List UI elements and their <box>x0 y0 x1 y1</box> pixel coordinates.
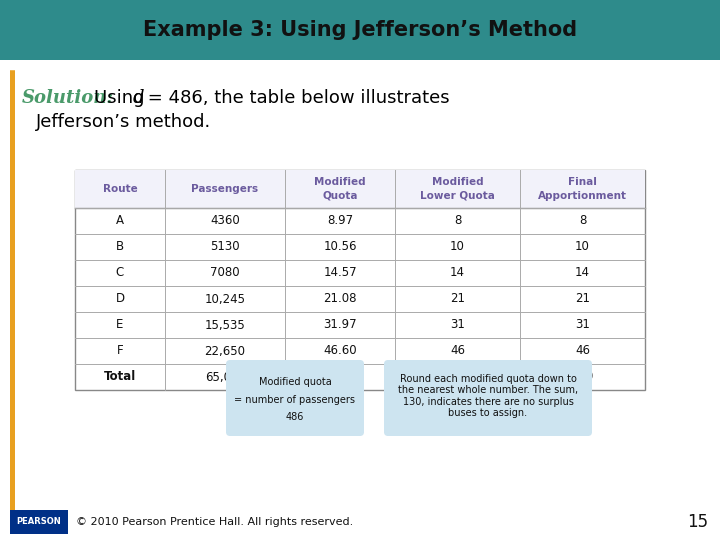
Text: = 486, the table below illustrates: = 486, the table below illustrates <box>142 89 449 107</box>
Text: 8.97: 8.97 <box>327 214 353 227</box>
Text: 10: 10 <box>450 240 465 253</box>
Text: 46: 46 <box>575 345 590 357</box>
FancyBboxPatch shape <box>384 360 592 436</box>
Text: 14.57: 14.57 <box>323 267 357 280</box>
Text: Using: Using <box>94 89 150 107</box>
Text: Jefferson’s method.: Jefferson’s method. <box>36 113 211 131</box>
Text: Passengers: Passengers <box>192 184 258 194</box>
FancyBboxPatch shape <box>10 70 15 510</box>
Text: Modified quota: Modified quota <box>258 377 331 387</box>
Text: 8: 8 <box>454 214 462 227</box>
Text: 130: 130 <box>446 370 469 383</box>
Text: 22,650: 22,650 <box>204 345 246 357</box>
Text: 15,535: 15,535 <box>204 319 246 332</box>
FancyBboxPatch shape <box>10 510 68 534</box>
Text: 486: 486 <box>286 412 304 422</box>
Text: 4360: 4360 <box>210 214 240 227</box>
Text: 31: 31 <box>450 319 465 332</box>
Text: Route: Route <box>103 184 138 194</box>
Text: Modified: Modified <box>432 177 483 187</box>
Text: C: C <box>116 267 124 280</box>
Text: D: D <box>115 293 125 306</box>
Text: 15: 15 <box>687 513 708 531</box>
FancyBboxPatch shape <box>0 0 720 60</box>
Text: d: d <box>133 89 145 107</box>
Text: 8: 8 <box>579 214 586 227</box>
Text: 10: 10 <box>575 240 590 253</box>
Text: = number of passengers: = number of passengers <box>235 395 356 405</box>
Text: 14: 14 <box>575 267 590 280</box>
Text: 65,000: 65,000 <box>204 370 246 383</box>
Text: Apportionment: Apportionment <box>538 191 627 201</box>
Text: Total: Total <box>104 370 136 383</box>
Text: Modified: Modified <box>314 177 366 187</box>
Text: 10.56: 10.56 <box>323 240 356 253</box>
Text: E: E <box>117 319 124 332</box>
Text: 10,245: 10,245 <box>204 293 246 306</box>
Text: 31.97: 31.97 <box>323 319 357 332</box>
Text: Quota: Quota <box>323 191 358 201</box>
Text: 21: 21 <box>450 293 465 306</box>
Text: 46: 46 <box>450 345 465 357</box>
Text: Lower Quota: Lower Quota <box>420 191 495 201</box>
Text: F: F <box>117 345 123 357</box>
Text: 14: 14 <box>450 267 465 280</box>
Text: 46.60: 46.60 <box>323 345 357 357</box>
Text: A: A <box>116 214 124 227</box>
Text: © 2010 Pearson Prentice Hall. All rights reserved.: © 2010 Pearson Prentice Hall. All rights… <box>76 517 354 527</box>
Text: Solution:: Solution: <box>22 89 114 107</box>
Text: Round each modified quota down to
the nearest whole number. The sum,
130, indica: Round each modified quota down to the ne… <box>398 374 578 418</box>
Text: 7080: 7080 <box>210 267 240 280</box>
Text: 5130: 5130 <box>210 240 240 253</box>
Text: Example 3: Using Jefferson’s Method: Example 3: Using Jefferson’s Method <box>143 20 577 40</box>
Text: 21: 21 <box>575 293 590 306</box>
Text: B: B <box>116 240 124 253</box>
Bar <box>75 170 645 390</box>
Text: 31: 31 <box>575 319 590 332</box>
Text: Final: Final <box>568 177 597 187</box>
Text: 130: 130 <box>572 370 593 383</box>
Bar <box>75 170 645 208</box>
Text: 21.08: 21.08 <box>323 293 356 306</box>
FancyBboxPatch shape <box>226 360 364 436</box>
Text: PEARSON: PEARSON <box>17 517 61 526</box>
